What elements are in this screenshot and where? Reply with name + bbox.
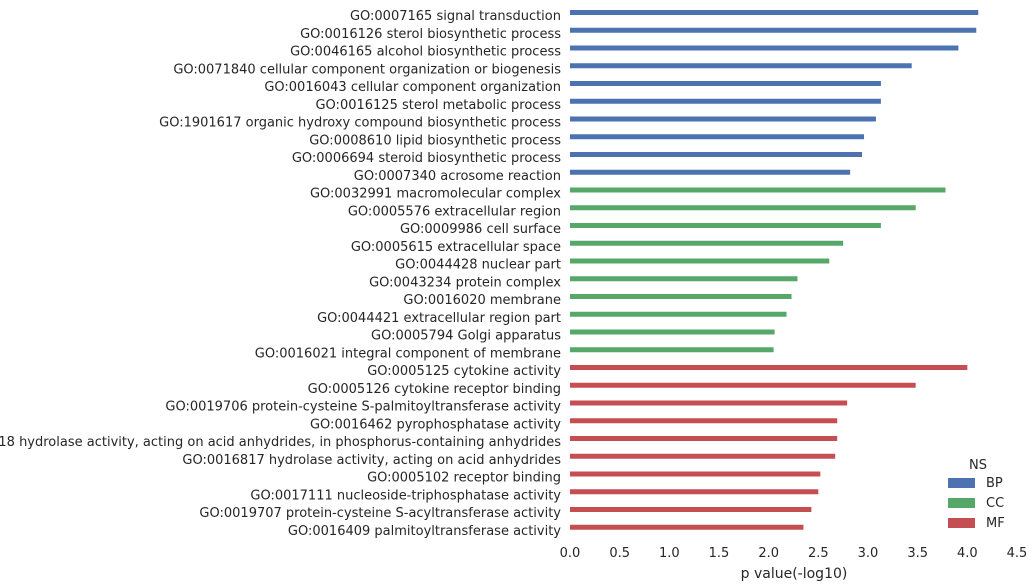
x-tick-label: 0.5 — [609, 546, 630, 561]
category-label: GO:0006694 steroid biosynthetic process — [292, 151, 561, 166]
bar-26 — [570, 453, 836, 459]
category-label: GO:0044421 extracellular region part — [317, 311, 561, 326]
legend-swatch-mf — [948, 518, 975, 528]
category-label: GO:0016409 palmitoyltransferase activity — [288, 524, 561, 539]
category-label: GO:0008610 lipid biosynthetic process — [309, 133, 561, 148]
legend-title: NS — [969, 458, 987, 473]
bar-3 — [570, 45, 959, 51]
category-label: GO:0016020 membrane — [403, 293, 561, 308]
category-label: GO:0019707 protein-cysteine S-acyltransf… — [199, 506, 561, 521]
category-label: GO:1901617 organic hydroxy compound bios… — [159, 116, 561, 131]
legend-swatch-bp — [948, 478, 975, 488]
bar-6 — [570, 98, 881, 104]
bar-1 — [570, 10, 979, 15]
legend-label-bp: BP — [986, 476, 1003, 491]
bar-17 — [570, 294, 792, 299]
bars-group — [570, 10, 979, 530]
x-tick-label: 3.5 — [907, 546, 928, 561]
bar-29 — [570, 507, 812, 512]
legend: NS BP CC MF — [948, 458, 1005, 531]
x-tick-label: 3.0 — [858, 546, 879, 561]
bar-2 — [570, 27, 977, 33]
x-tick-label: 1.0 — [659, 546, 680, 561]
bar-20 — [570, 347, 774, 353]
x-tick-labels-group: 0.0 0.5 1.0 1.5 2.0 2.5 3.0 3.5 4.0 4.5 — [560, 546, 1028, 561]
category-label: GO:0032991 macromolecular complex — [310, 187, 561, 202]
bar-14 — [570, 240, 844, 246]
bar-22 — [570, 382, 916, 388]
category-label: GO:0005125 cytokine activity — [367, 364, 561, 379]
category-label: GO:0016462 pyrophosphatase activity — [310, 417, 561, 432]
category-label: GO:0005102 receptor binding — [367, 471, 561, 486]
bar-18 — [570, 311, 787, 317]
category-label: GO:0044428 nuclear part — [395, 258, 561, 273]
bar-23 — [570, 400, 848, 406]
category-label: GO:0009986 cell surface — [400, 222, 561, 237]
category-label: GO:0005794 Golgi apparatus — [371, 329, 561, 344]
category-labels-group: GO:0007165 signal transduction GO:0016126… — [0, 9, 561, 539]
legend-label-mf: MF — [986, 516, 1005, 531]
category-label: GO:0007340 acrosome reaction — [354, 169, 561, 184]
bar-8 — [570, 134, 865, 140]
legend-swatch-cc — [948, 498, 975, 508]
bar-15 — [570, 258, 830, 264]
category-label: GO:0017111 nucleoside-triphosphatase act… — [250, 488, 561, 503]
bar-28 — [570, 489, 819, 495]
category-label: GO:0019706 protein-cysteine S-palmitoylt… — [165, 400, 561, 415]
x-tick-label: 4.5 — [1007, 546, 1028, 561]
x-tick-label: 1.5 — [709, 546, 730, 561]
bar-10 — [570, 169, 851, 175]
bar-5 — [570, 81, 881, 86]
bar-13 — [570, 223, 881, 228]
bar-12 — [570, 205, 916, 211]
bar-11 — [570, 187, 946, 193]
category-label: GO:0005615 extracellular space — [351, 240, 561, 255]
bar-24 — [570, 418, 838, 424]
category-label: GO:0046165 alcohol biosynthetic process — [290, 45, 561, 60]
category-label: GO:0005576 extracellular region — [348, 204, 561, 219]
category-label: GO:0016125 sterol metabolic process — [315, 98, 561, 113]
category-label: GO:0016021 integral component of membran… — [255, 346, 561, 361]
bar-9 — [570, 152, 863, 157]
x-tick-label: 2.5 — [808, 546, 829, 561]
legend-label-cc: CC — [986, 496, 1004, 511]
bar-25 — [570, 436, 838, 441]
category-label: GO:0007165 signal transduction — [350, 9, 561, 24]
x-axis-label: p value(-log10) — [741, 566, 848, 582]
bar-19 — [570, 329, 775, 335]
bar-7 — [570, 116, 876, 122]
x-tick-label: 2.0 — [758, 546, 779, 561]
category-label: GO:0043234 protein complex — [369, 275, 561, 290]
category-label: GO:0016818 hydrolase activity, acting on… — [0, 435, 561, 450]
x-tick-label: 0.0 — [560, 546, 581, 561]
category-label: GO:0016043 cellular component organizati… — [264, 80, 561, 95]
category-label: GO:0071840 cellular component organizati… — [173, 62, 561, 77]
bar-16 — [570, 276, 798, 282]
category-label: GO:0016817 hydrolase activity, acting on… — [182, 453, 561, 468]
x-tick-label: 4.0 — [957, 546, 978, 561]
category-label: GO:0005126 cytokine receptor binding — [308, 382, 561, 397]
bar-4 — [570, 63, 912, 69]
category-label: GO:0016126 sterol biosynthetic process — [300, 27, 561, 42]
bar-27 — [570, 471, 821, 477]
bar-21 — [570, 365, 968, 370]
bar-30 — [570, 524, 804, 530]
